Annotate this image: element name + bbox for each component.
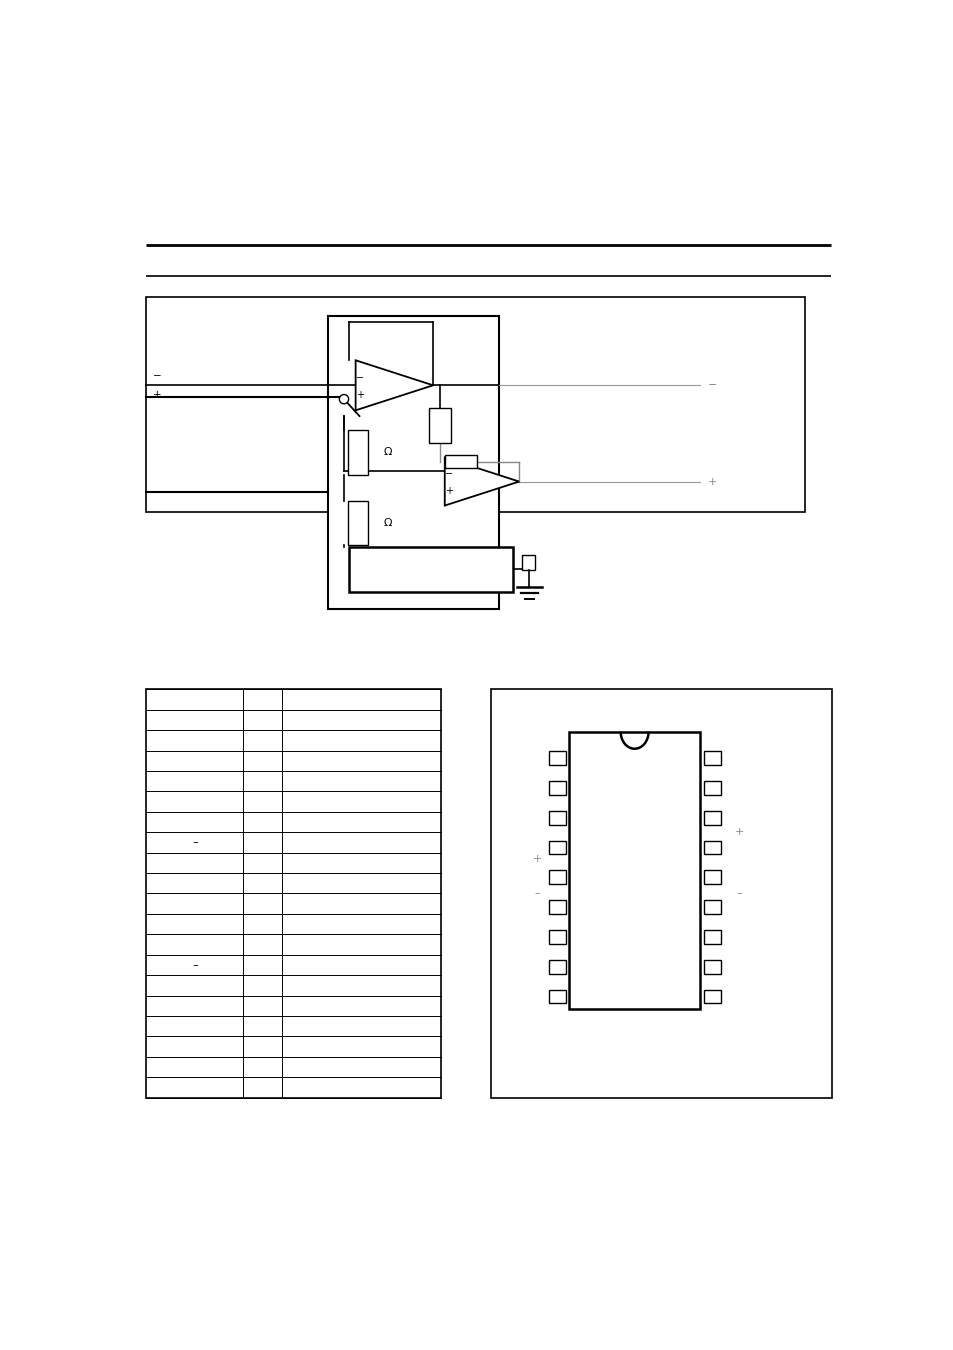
Bar	[703, 900, 720, 914]
Bar	[491, 690, 831, 1098]
Text: −: −	[355, 373, 364, 382]
Bar	[348, 429, 368, 475]
Bar	[703, 782, 720, 795]
Bar	[703, 930, 720, 944]
Text: −: −	[707, 381, 717, 390]
Bar	[548, 900, 565, 914]
Text: +: +	[734, 828, 743, 837]
Bar	[348, 547, 513, 591]
Circle shape	[339, 394, 348, 404]
Bar	[146, 297, 804, 513]
Polygon shape	[355, 360, 433, 410]
Bar	[703, 751, 720, 765]
Text: –: –	[535, 888, 540, 899]
Bar	[568, 732, 700, 1008]
Bar	[146, 690, 440, 1098]
Text: +: +	[445, 486, 453, 495]
Bar	[429, 409, 451, 443]
Text: +: +	[533, 853, 542, 864]
Bar	[703, 811, 720, 825]
Bar	[444, 455, 476, 468]
Text: –: –	[736, 888, 741, 899]
Bar	[703, 960, 720, 973]
Text: –: –	[192, 837, 197, 848]
Bar	[348, 501, 368, 545]
Text: Ω: Ω	[383, 518, 392, 528]
Bar	[548, 782, 565, 795]
Bar	[548, 871, 565, 884]
Bar	[521, 555, 535, 570]
Bar	[328, 316, 498, 609]
Bar	[548, 751, 565, 765]
Text: −: −	[152, 371, 161, 381]
Bar	[548, 811, 565, 825]
Bar	[548, 960, 565, 973]
Bar	[703, 841, 720, 855]
Bar	[703, 990, 720, 1003]
Bar	[548, 841, 565, 855]
Text: +: +	[355, 390, 364, 400]
Text: Ω: Ω	[383, 447, 392, 458]
Text: +: +	[707, 477, 717, 486]
Polygon shape	[444, 458, 518, 505]
Text: +: +	[152, 390, 161, 400]
Text: –: –	[192, 960, 197, 969]
Bar	[548, 930, 565, 944]
Bar	[703, 871, 720, 884]
Text: −: −	[445, 468, 453, 479]
Bar	[548, 990, 565, 1003]
